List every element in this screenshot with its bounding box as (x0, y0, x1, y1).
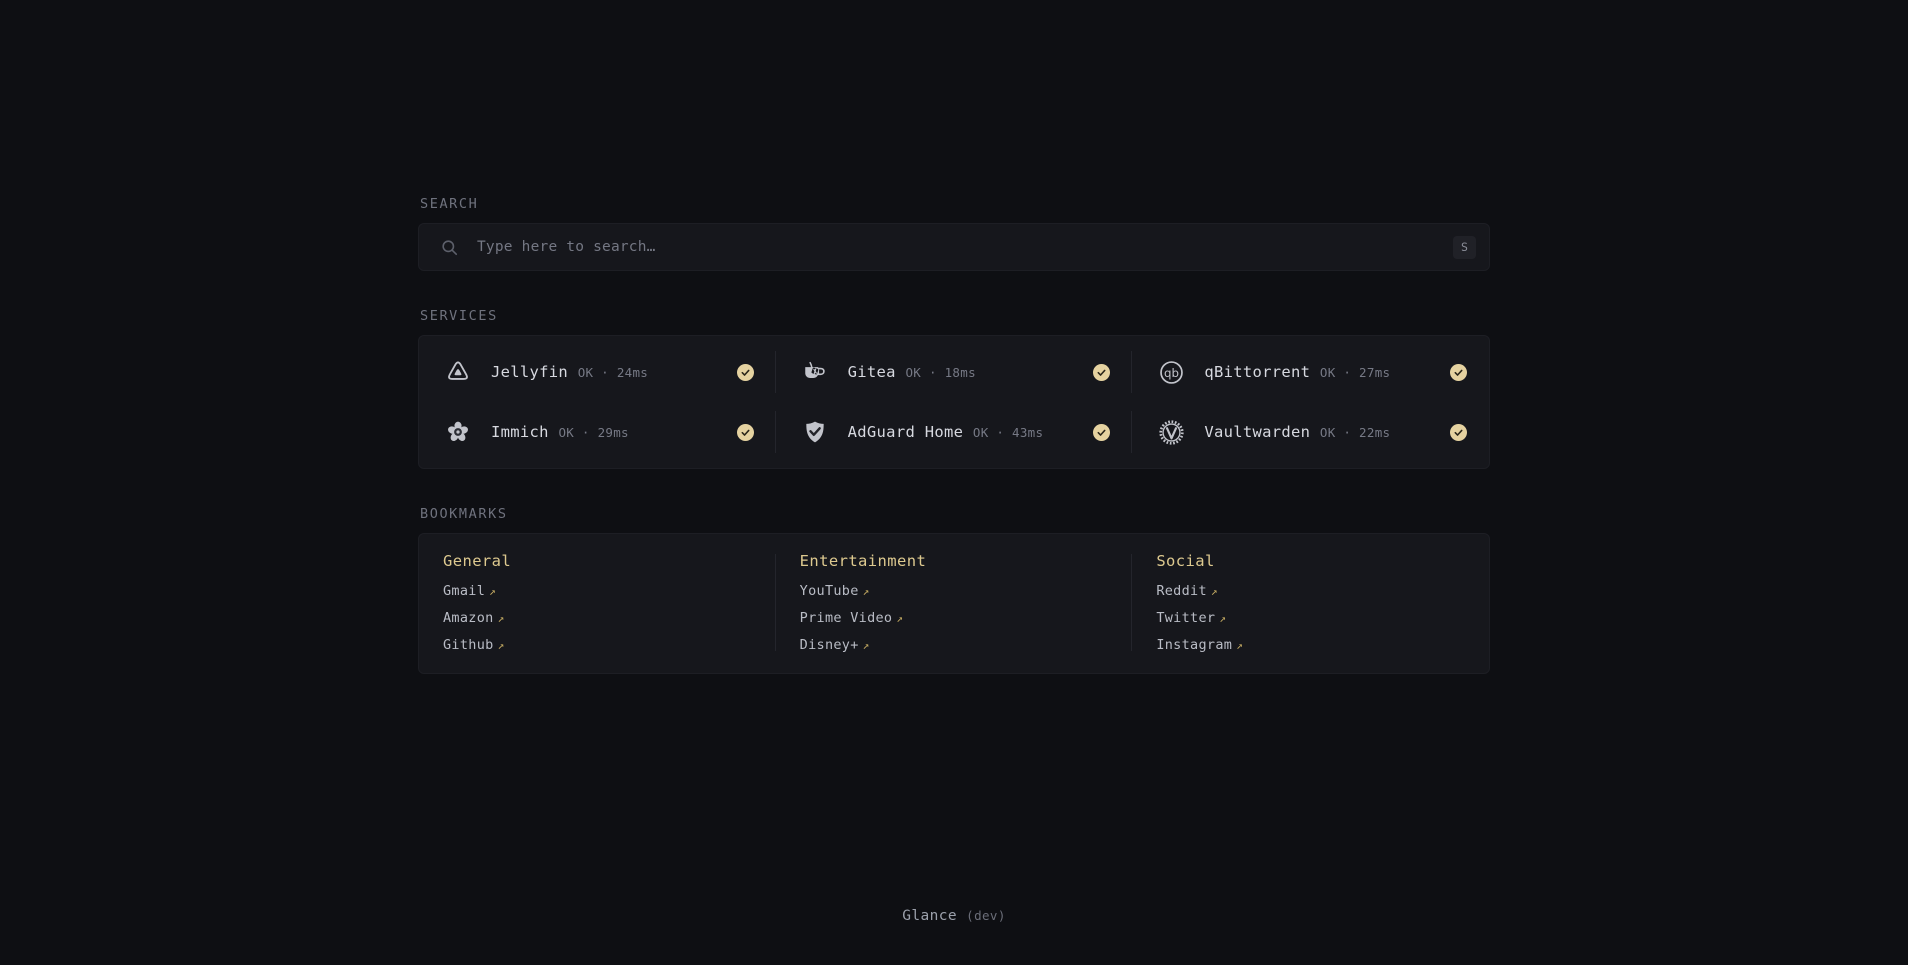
service-item-immich[interactable]: Immich OK · 29ms (419, 402, 776, 462)
dashboard-content: SEARCH S SERVICES (418, 196, 1490, 674)
service-item-qbittorrent[interactable]: qb qBittorrent OK · 27ms (1132, 342, 1489, 402)
status-badge-ok (736, 363, 754, 381)
bookmarks-grid: General Gmail ↗ Amazon ↗ Github ↗ Entertain… (418, 533, 1490, 674)
service-name: Gitea (847, 362, 896, 381)
bookmarks-section-label: BOOKMARKS (420, 506, 508, 522)
svg-text:qb: qb (1164, 366, 1179, 380)
status-badge-ok (1449, 363, 1467, 381)
bookmark-link[interactable]: Gmail ↗ (443, 583, 752, 599)
external-link-icon: ↗ (1210, 585, 1218, 598)
service-name: Vaultwarden (1204, 422, 1311, 441)
services-section: SERVICES Jellyfin OK · 24ms (418, 308, 1490, 469)
adguard-icon (800, 417, 830, 447)
bookmark-group-entertainment: Entertainment YouTube ↗ Prime Video ↗ Disn… (776, 552, 1133, 653)
bookmark-link[interactable]: Reddit ↗ (1156, 583, 1465, 599)
bookmark-link[interactable]: YouTube ↗ (800, 583, 1109, 599)
bookmark-link[interactable]: Amazon ↗ (443, 610, 752, 626)
search-input[interactable] (477, 239, 1453, 255)
vaultwarden-icon (1156, 417, 1186, 447)
app-build: (dev) (966, 908, 1006, 923)
external-link-icon: ↗ (489, 585, 497, 598)
service-status: OK · 24ms (577, 364, 649, 380)
service-status: OK · 22ms (1319, 424, 1391, 440)
external-link-icon: ↗ (497, 612, 505, 625)
bookmark-label: Github (443, 637, 494, 653)
bookmark-label: Amazon (443, 610, 494, 626)
qbittorrent-icon: qb (1156, 357, 1186, 387)
external-link-icon: ↗ (862, 585, 870, 598)
services-grid: Jellyfin OK · 24ms (418, 335, 1490, 469)
page-footer: Glance (dev) (0, 908, 1908, 924)
bookmarks-section: BOOKMARKS General Gmail ↗ Amazon ↗ Github ↗… (418, 506, 1490, 674)
search-section: SEARCH S (418, 196, 1490, 271)
bookmark-label: Instagram (1156, 637, 1233, 653)
service-text: qBittorrent OK · 27ms (1204, 362, 1438, 383)
bookmark-link[interactable]: Disney+ ↗ (800, 637, 1109, 653)
bookmark-link[interactable]: Prime Video ↗ (800, 610, 1109, 626)
service-name: qBittorrent (1204, 362, 1311, 381)
service-name: Immich (491, 422, 549, 441)
service-item-adguard-home[interactable]: AdGuard Home OK · 43ms (776, 402, 1133, 462)
service-text: Vaultwarden OK · 22ms (1204, 422, 1438, 443)
search-bar[interactable]: S (418, 223, 1490, 271)
service-item-jellyfin[interactable]: Jellyfin OK · 24ms (419, 342, 776, 402)
app-name: Glance (902, 908, 957, 924)
bookmark-label: Reddit (1156, 583, 1207, 599)
status-badge-ok (1093, 363, 1111, 381)
service-text: Immich OK · 29ms (491, 422, 725, 443)
service-status: OK · 27ms (1319, 364, 1391, 380)
bookmark-label: Prime Video (799, 610, 893, 626)
bookmark-group-title: General (443, 552, 512, 570)
immich-icon (443, 417, 473, 447)
external-link-icon: ↗ (497, 639, 505, 652)
service-text: Jellyfin OK · 24ms (491, 362, 725, 383)
external-link-icon: ↗ (1236, 639, 1244, 652)
service-name: Jellyfin (491, 362, 569, 381)
bookmark-group-social: Social Reddit ↗ Twitter ↗ Instagram ↗ (1132, 552, 1489, 653)
external-link-icon: ↗ (1219, 612, 1227, 625)
service-text: Gitea OK · 18ms (848, 362, 1082, 383)
bookmark-label: Gmail (443, 583, 486, 599)
service-name: AdGuard Home (847, 422, 964, 441)
service-status: OK · 29ms (558, 424, 629, 440)
service-status: OK · 43ms (972, 424, 1044, 440)
bookmark-link[interactable]: Github ↗ (443, 637, 752, 653)
bookmark-link[interactable]: Instagram ↗ (1156, 637, 1465, 653)
status-badge-ok (1449, 423, 1467, 441)
bookmark-link[interactable]: Twitter ↗ (1156, 610, 1465, 626)
bookmark-group-title: Entertainment (799, 552, 927, 570)
service-item-gitea[interactable]: Gitea OK · 18ms (776, 342, 1133, 402)
service-status: OK · 18ms (905, 364, 976, 380)
jellyfin-icon (443, 357, 473, 387)
search-section-label: SEARCH (420, 196, 479, 212)
bookmark-group-general: General Gmail ↗ Amazon ↗ Github ↗ (419, 552, 776, 653)
status-badge-ok (1093, 423, 1111, 441)
search-shortcut-key[interactable]: S (1453, 235, 1476, 259)
external-link-icon: ↗ (862, 639, 870, 652)
gitea-icon (800, 357, 830, 387)
bookmark-group-title: Social (1156, 552, 1215, 570)
service-item-vaultwarden[interactable]: Vaultwarden OK · 22ms (1132, 402, 1489, 462)
search-icon (440, 238, 459, 257)
service-text: AdGuard Home OK · 43ms (848, 422, 1082, 443)
bookmark-label: Disney+ (799, 637, 859, 653)
bookmark-label: Twitter (1156, 610, 1216, 626)
services-section-label: SERVICES (420, 308, 498, 324)
external-link-icon: ↗ (896, 612, 904, 625)
status-badge-ok (736, 423, 754, 441)
bookmark-label: YouTube (799, 583, 859, 599)
